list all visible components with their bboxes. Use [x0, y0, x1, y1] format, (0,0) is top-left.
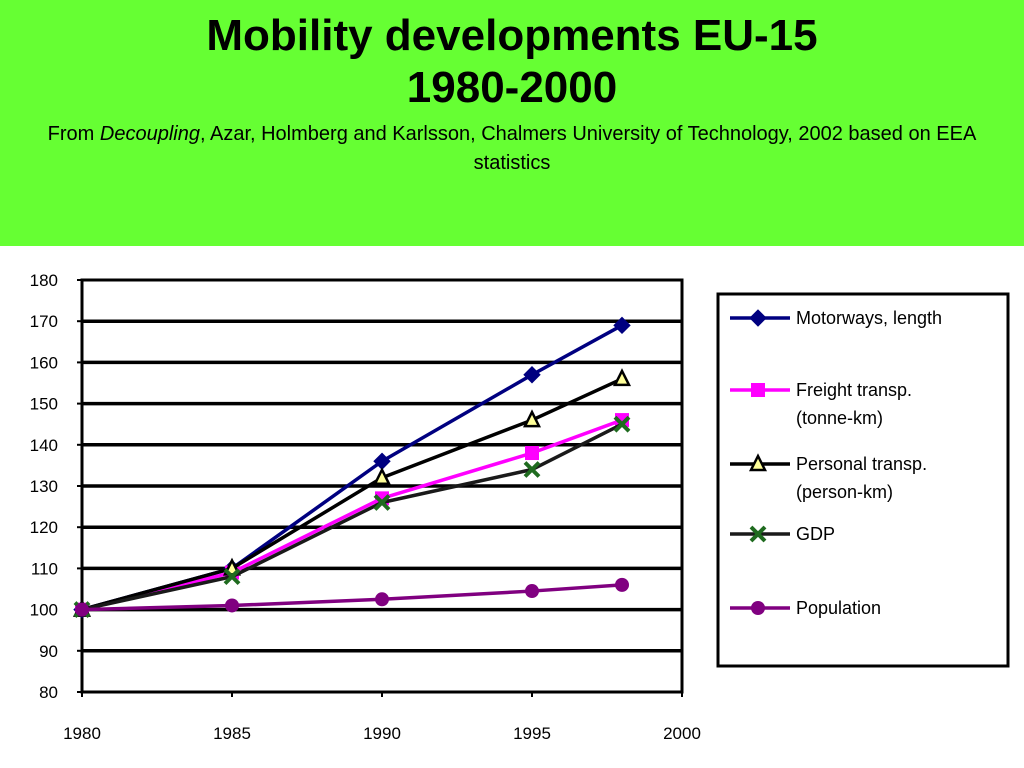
data-point — [523, 366, 541, 384]
title-line-1: Mobility developments EU-15 — [206, 11, 818, 60]
legend-marker — [748, 453, 768, 472]
legend-entry: GDP — [730, 524, 835, 544]
legend-entry: Motorways, length — [730, 308, 942, 328]
legend-marker — [749, 525, 767, 543]
legend-marker — [751, 383, 765, 397]
citation-rest: , Azar, Holmberg and Karlsson, Chalmers … — [199, 123, 977, 174]
marker-x-stroke — [373, 494, 391, 511]
y-tick-label: 140 — [30, 436, 58, 455]
data-point — [375, 592, 389, 607]
data-point — [372, 466, 392, 486]
data-point — [525, 446, 539, 461]
data-point — [612, 368, 632, 387]
chart-area: 80 90 100 110 120 130 140 150 160 170 180 1980 1985 1… — [0, 246, 1024, 768]
citation-book-title: Decoupling — [99, 123, 200, 145]
legend-label: Freight transp. — [796, 380, 912, 400]
data-point — [615, 413, 629, 428]
marker-x-stroke — [223, 568, 241, 586]
x-tick-label: 1980 — [63, 724, 101, 743]
y-tick-label: 180 — [30, 271, 58, 290]
x-tick-label: 2000 — [663, 724, 701, 743]
title-banner: Mobility developments EU-15 1980-2000 Fr… — [0, 0, 1024, 246]
series-layer — [72, 316, 632, 619]
y-tick-label: 90 — [39, 642, 58, 661]
data-point — [525, 584, 539, 599]
legend-label: Population — [796, 598, 881, 618]
page-title: Mobility developments EU-15 1980-2000 — [0, 0, 1024, 114]
y-tick-label: 130 — [30, 477, 58, 496]
data-point — [613, 316, 631, 335]
marker-x-stroke — [613, 415, 631, 433]
x-tick-label: 1990 — [363, 724, 401, 743]
legend-marker — [751, 601, 765, 615]
legend-label: GDP — [796, 524, 835, 544]
data-point — [613, 415, 631, 433]
legend-label: (person-km) — [796, 482, 893, 502]
legend-label: Motorways, length — [796, 308, 942, 328]
legend-label: Personal transp. — [796, 454, 927, 474]
series-4 — [75, 577, 629, 617]
legend-frame — [716, 292, 1010, 668]
data-point — [75, 602, 89, 617]
title-line-2: 1980-2000 — [406, 63, 618, 112]
legend-entry: Population — [730, 598, 881, 618]
marker-x-stroke — [523, 461, 541, 478]
legend-entry: Freight transp. (tonne-km) — [730, 380, 912, 428]
y-tick-label: 120 — [30, 518, 58, 537]
axis-layer: 80 90 100 110 120 130 140 150 160 170 180 1980 1985 1… — [30, 271, 701, 743]
x-tick-label: 1985 — [213, 724, 251, 743]
mobility-line-chart: 80 90 100 110 120 130 140 150 160 170 180 1980 1985 1… — [30, 271, 1010, 743]
y-tick-label: 110 — [31, 559, 58, 578]
y-tick-label: 160 — [30, 353, 58, 372]
legend-marker — [749, 309, 767, 327]
legend-entry: Personal transp. (person-km) — [730, 453, 927, 502]
data-point — [523, 461, 541, 478]
source-citation: From Decoupling, Azar, Holmberg and Karl… — [30, 120, 994, 178]
y-tick-label: 80 — [39, 683, 58, 702]
marker-x-stroke — [749, 525, 767, 543]
y-tick-label: 170 — [30, 312, 58, 331]
y-tick-label: 150 — [30, 395, 58, 414]
legend-label: (tonne-km) — [796, 408, 883, 428]
data-point — [373, 494, 391, 511]
legend-box: Motorways, length Freight transp. (tonne-k… — [716, 292, 1010, 668]
data-point — [225, 598, 239, 613]
x-tick-label: 1995 — [513, 724, 551, 743]
data-point — [223, 568, 241, 586]
y-tick-label: 100 — [30, 601, 58, 620]
citation-prefix: From — [47, 123, 100, 145]
data-point — [522, 409, 542, 428]
data-point — [615, 577, 629, 592]
